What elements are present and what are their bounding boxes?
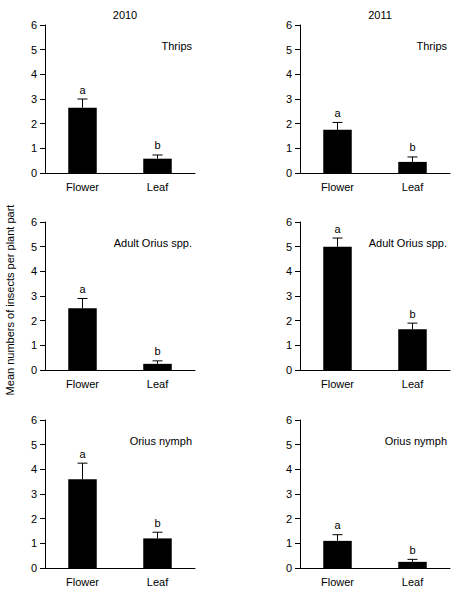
svg-text:4: 4 [286,68,292,80]
svg-text:0: 0 [286,364,292,376]
svg-text:0: 0 [31,167,37,179]
svg-text:b: b [409,544,415,556]
svg-text:5: 5 [31,241,37,253]
svg-text:a: a [334,107,341,119]
svg-text:6: 6 [286,19,292,31]
svg-text:2010: 2010 [113,9,137,21]
svg-text:a: a [79,283,86,295]
svg-text:0: 0 [31,562,37,574]
svg-text:Leaf: Leaf [402,576,424,588]
svg-text:Thrips: Thrips [416,40,447,52]
svg-text:Flower: Flower [321,576,354,588]
svg-text:Flower: Flower [321,181,354,193]
svg-text:4: 4 [286,463,292,475]
svg-text:2: 2 [31,315,37,327]
svg-text:1: 1 [286,142,292,154]
svg-text:Flower: Flower [66,181,99,193]
svg-text:2: 2 [31,118,37,130]
svg-text:1: 1 [286,537,292,549]
svg-text:Flower: Flower [321,378,354,390]
svg-text:2: 2 [286,315,292,327]
svg-text:Orius nymph: Orius nymph [385,435,447,447]
svg-text:Flower: Flower [66,576,99,588]
svg-text:5: 5 [31,439,37,451]
svg-text:1: 1 [31,339,37,351]
svg-text:0: 0 [286,562,292,574]
svg-text:1: 1 [31,142,37,154]
svg-text:1: 1 [31,537,37,549]
svg-text:6: 6 [31,216,37,228]
svg-text:0: 0 [31,364,37,376]
svg-text:3: 3 [286,488,292,500]
svg-text:5: 5 [286,439,292,451]
svg-text:3: 3 [31,93,37,105]
svg-text:b: b [409,141,415,153]
svg-text:b: b [154,345,160,357]
svg-text:Flower: Flower [66,378,99,390]
svg-text:5: 5 [286,44,292,56]
svg-text:a: a [334,519,341,531]
svg-text:Orius nymph: Orius nymph [130,435,192,447]
svg-text:6: 6 [286,216,292,228]
svg-text:4: 4 [31,265,37,277]
svg-text:b: b [154,139,160,151]
svg-text:Leaf: Leaf [147,378,169,390]
svg-text:b: b [409,308,415,320]
svg-text:a: a [334,223,341,235]
svg-text:a: a [79,448,86,460]
svg-text:3: 3 [286,290,292,302]
svg-text:6: 6 [31,414,37,426]
svg-text:Adult Orius spp.: Adult Orius spp. [114,237,192,249]
svg-text:3: 3 [286,93,292,105]
svg-text:6: 6 [31,19,37,31]
svg-text:4: 4 [31,463,37,475]
svg-text:5: 5 [286,241,292,253]
svg-text:4: 4 [286,265,292,277]
svg-text:b: b [154,517,160,529]
svg-text:2: 2 [286,513,292,525]
svg-text:2011: 2011 [368,9,392,21]
svg-text:4: 4 [31,68,37,80]
svg-text:5: 5 [31,44,37,56]
svg-text:Leaf: Leaf [402,181,424,193]
svg-text:1: 1 [286,339,292,351]
svg-text:Leaf: Leaf [147,576,169,588]
svg-text:2: 2 [286,118,292,130]
svg-text:3: 3 [31,290,37,302]
svg-text:Mean numbers of insects per pl: Mean numbers of insects per plant part [4,205,16,396]
svg-text:Thrips: Thrips [161,40,192,52]
svg-text:Leaf: Leaf [147,181,169,193]
svg-text:6: 6 [286,414,292,426]
svg-text:2: 2 [31,513,37,525]
svg-text:Adult Orius spp.: Adult Orius spp. [369,237,447,249]
svg-text:a: a [79,84,86,96]
svg-text:0: 0 [286,167,292,179]
svg-text:3: 3 [31,488,37,500]
svg-text:Leaf: Leaf [402,378,424,390]
